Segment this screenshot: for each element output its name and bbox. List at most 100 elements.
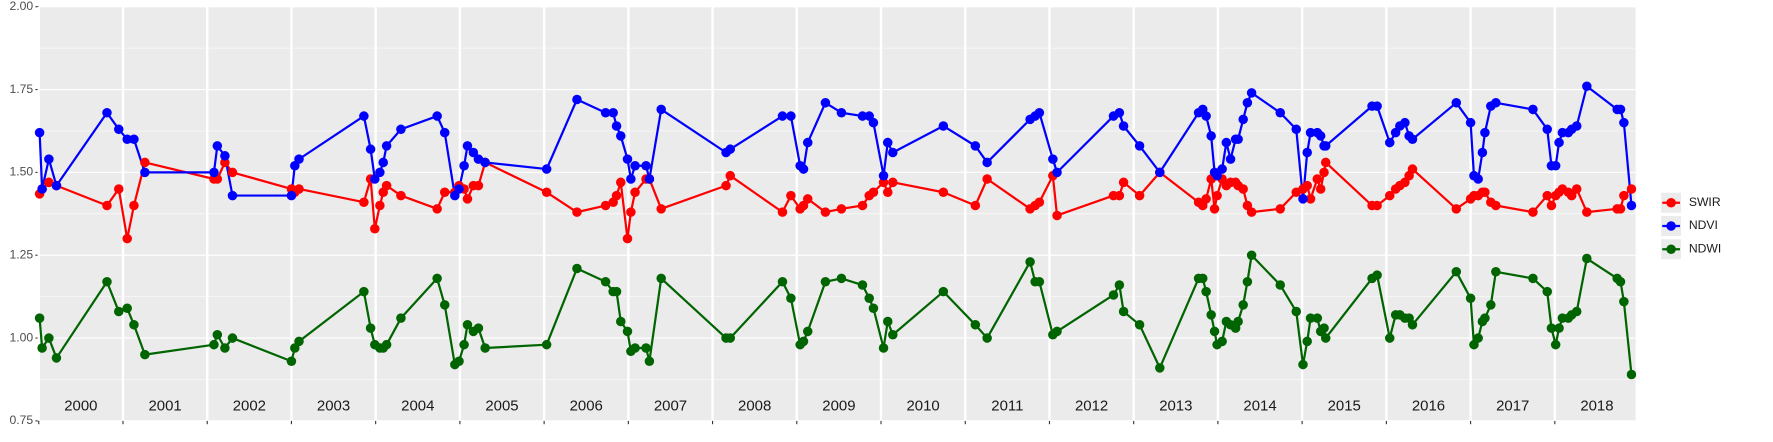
data-point	[882, 316, 893, 327]
data-point	[1238, 184, 1248, 194]
data-point	[798, 336, 809, 347]
legend-label: NDVI	[1689, 218, 1718, 232]
data-point	[656, 104, 666, 115]
data-point	[381, 180, 392, 191]
data-point	[359, 197, 369, 207]
y-tick-label: 1.50	[10, 165, 34, 179]
data-point	[1319, 167, 1329, 178]
data-point	[600, 200, 611, 211]
data-point	[868, 117, 879, 128]
data-point	[370, 223, 380, 234]
data-point	[1155, 167, 1165, 178]
data-point	[802, 326, 813, 337]
data-point	[1550, 339, 1561, 350]
data-point	[721, 180, 731, 191]
data-point	[777, 111, 788, 121]
data-point	[37, 343, 47, 353]
y-tick-label: 1.25	[10, 247, 34, 261]
data-point	[938, 286, 949, 297]
data-point	[1305, 194, 1316, 204]
data-point	[541, 187, 552, 198]
year-label: 2000	[64, 397, 97, 414]
data-point	[34, 313, 45, 323]
data-point	[286, 356, 297, 367]
data-point	[51, 180, 62, 191]
data-point	[129, 134, 139, 145]
year-label: 2007	[654, 397, 687, 414]
data-point	[1546, 323, 1557, 333]
data-point	[462, 320, 473, 330]
data-point	[1209, 326, 1220, 337]
data-point	[970, 141, 981, 151]
legend-key-point	[1666, 244, 1676, 255]
data-point	[857, 111, 868, 121]
data-point	[1052, 167, 1062, 178]
data-point	[1384, 190, 1395, 201]
data-point	[1473, 174, 1483, 184]
data-point	[1034, 276, 1045, 287]
data-point	[644, 356, 655, 367]
data-point	[1291, 306, 1302, 317]
data-point	[34, 127, 45, 138]
data-point	[209, 339, 219, 350]
data-point	[1315, 131, 1326, 141]
data-point	[1275, 280, 1286, 290]
data-point	[1118, 121, 1129, 131]
data-point	[1048, 154, 1058, 164]
data-point	[286, 190, 297, 201]
data-point	[294, 184, 304, 194]
year-label: 2006	[570, 397, 603, 414]
data-point	[1550, 160, 1561, 171]
year-label: 2018	[1580, 397, 1613, 414]
data-point	[882, 137, 893, 148]
data-point	[1233, 134, 1243, 145]
data-point	[878, 177, 889, 188]
data-point	[51, 353, 62, 363]
data-point	[725, 144, 736, 154]
year-label: 2016	[1412, 397, 1445, 414]
data-point	[641, 343, 651, 353]
data-point	[220, 343, 230, 353]
data-point	[1619, 190, 1629, 201]
data-point	[473, 323, 484, 333]
data-point	[611, 286, 622, 297]
data-point	[454, 356, 464, 367]
data-point	[1275, 107, 1286, 118]
year-label: 2005	[485, 397, 518, 414]
data-point	[1212, 170, 1222, 181]
data-point	[378, 157, 389, 168]
data-point	[1134, 190, 1145, 201]
data-point	[1197, 273, 1208, 284]
data-point	[359, 286, 369, 297]
year-label: 2008	[738, 397, 771, 414]
data-point	[212, 141, 223, 151]
data-point	[786, 293, 796, 304]
data-point	[432, 204, 442, 214]
data-point	[365, 144, 376, 154]
data-point	[459, 339, 469, 350]
data-point	[1407, 134, 1418, 145]
data-point	[114, 124, 124, 135]
data-point	[1372, 200, 1382, 211]
legend-label: NDWI	[1689, 241, 1721, 255]
legend-key-point	[1666, 197, 1676, 208]
data-point	[1486, 300, 1496, 310]
data-point	[212, 329, 223, 340]
data-point	[473, 180, 484, 191]
data-point	[1221, 137, 1232, 148]
data-point	[122, 303, 132, 313]
data-point	[615, 316, 626, 327]
data-point	[396, 124, 406, 135]
data-point	[1528, 273, 1538, 284]
data-point	[1407, 320, 1418, 330]
data-point	[294, 336, 304, 347]
data-point	[1571, 306, 1582, 317]
data-point	[462, 194, 473, 204]
data-point	[1206, 310, 1216, 320]
data-point	[1302, 147, 1312, 158]
data-point	[1025, 257, 1035, 267]
data-point	[615, 131, 626, 141]
data-point	[114, 184, 124, 194]
data-point	[1465, 293, 1476, 304]
